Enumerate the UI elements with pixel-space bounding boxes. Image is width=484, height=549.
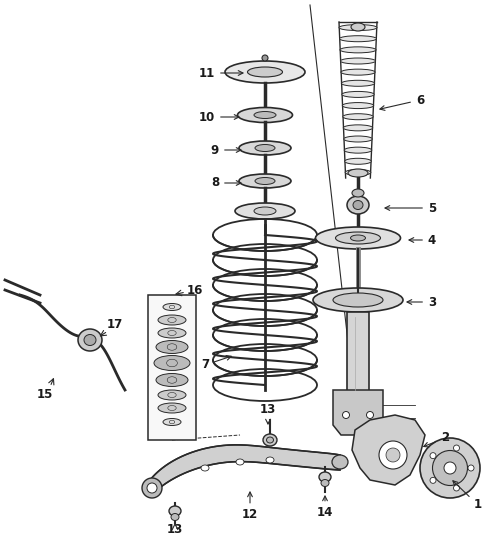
Ellipse shape [235, 203, 294, 219]
Ellipse shape [225, 61, 304, 83]
Ellipse shape [333, 293, 382, 307]
Ellipse shape [158, 328, 186, 338]
Text: 3: 3 [406, 295, 435, 309]
Ellipse shape [78, 329, 102, 351]
Bar [148, 295, 196, 440]
Polygon shape [150, 445, 339, 497]
Text: 14: 14 [316, 496, 333, 519]
Ellipse shape [255, 144, 274, 152]
Text: 2: 2 [423, 432, 448, 447]
Ellipse shape [348, 169, 367, 177]
Text: 6: 6 [379, 93, 423, 110]
Polygon shape [351, 415, 424, 485]
Ellipse shape [142, 478, 162, 498]
Ellipse shape [343, 136, 372, 142]
Ellipse shape [339, 47, 375, 53]
Ellipse shape [163, 418, 181, 425]
Text: 13: 13 [259, 404, 275, 424]
Ellipse shape [352, 200, 362, 210]
Text: 15: 15 [37, 389, 53, 401]
Ellipse shape [344, 158, 371, 164]
Ellipse shape [345, 170, 370, 176]
Ellipse shape [342, 103, 373, 109]
Ellipse shape [254, 207, 275, 215]
Ellipse shape [163, 304, 181, 311]
Text: 17: 17 [106, 318, 123, 332]
Ellipse shape [385, 448, 399, 462]
Text: 4: 4 [408, 233, 435, 247]
Ellipse shape [350, 23, 364, 31]
Ellipse shape [156, 340, 188, 354]
Text: 16: 16 [186, 283, 203, 296]
Ellipse shape [332, 455, 348, 469]
Ellipse shape [266, 437, 273, 443]
Ellipse shape [341, 80, 374, 86]
Ellipse shape [342, 114, 372, 120]
Ellipse shape [320, 479, 328, 486]
Ellipse shape [147, 483, 157, 493]
Ellipse shape [443, 462, 455, 474]
Text: 7: 7 [200, 356, 231, 372]
Ellipse shape [312, 288, 402, 312]
Ellipse shape [346, 196, 368, 214]
Ellipse shape [265, 457, 273, 463]
Ellipse shape [378, 441, 406, 469]
Ellipse shape [247, 67, 282, 77]
Ellipse shape [239, 141, 290, 155]
Ellipse shape [158, 315, 186, 325]
Text: 9: 9 [211, 143, 241, 156]
Ellipse shape [154, 356, 190, 371]
Ellipse shape [467, 465, 473, 471]
Text: 8: 8 [211, 176, 241, 189]
Ellipse shape [343, 125, 372, 131]
Ellipse shape [315, 227, 400, 249]
Ellipse shape [342, 412, 349, 418]
Ellipse shape [200, 465, 209, 471]
Ellipse shape [350, 235, 365, 241]
Polygon shape [333, 390, 382, 435]
Ellipse shape [158, 403, 186, 413]
Ellipse shape [340, 58, 375, 64]
Ellipse shape [366, 412, 373, 418]
Ellipse shape [262, 434, 276, 446]
Ellipse shape [255, 177, 274, 184]
Bar [346, 312, 368, 395]
Ellipse shape [419, 438, 479, 498]
Ellipse shape [318, 472, 330, 482]
Ellipse shape [338, 25, 376, 31]
Ellipse shape [239, 174, 290, 188]
Ellipse shape [168, 506, 181, 516]
Ellipse shape [158, 390, 186, 400]
Ellipse shape [429, 453, 435, 458]
Ellipse shape [432, 451, 467, 485]
Ellipse shape [261, 55, 268, 61]
Ellipse shape [429, 477, 435, 483]
Ellipse shape [341, 92, 373, 97]
Ellipse shape [254, 111, 275, 119]
Text: 12: 12 [242, 492, 257, 522]
Text: 1: 1 [452, 481, 481, 512]
Ellipse shape [339, 36, 376, 42]
Ellipse shape [237, 108, 292, 122]
Ellipse shape [171, 513, 179, 520]
Ellipse shape [453, 485, 458, 491]
Text: 13: 13 [166, 524, 183, 536]
Ellipse shape [84, 334, 96, 345]
Ellipse shape [156, 373, 188, 386]
Ellipse shape [344, 147, 371, 153]
Ellipse shape [335, 232, 380, 244]
Ellipse shape [236, 459, 243, 465]
Text: 10: 10 [198, 110, 239, 124]
Text: 5: 5 [384, 201, 435, 215]
Ellipse shape [340, 69, 374, 75]
Ellipse shape [453, 445, 458, 451]
Text: 11: 11 [198, 66, 242, 80]
Ellipse shape [351, 189, 363, 197]
